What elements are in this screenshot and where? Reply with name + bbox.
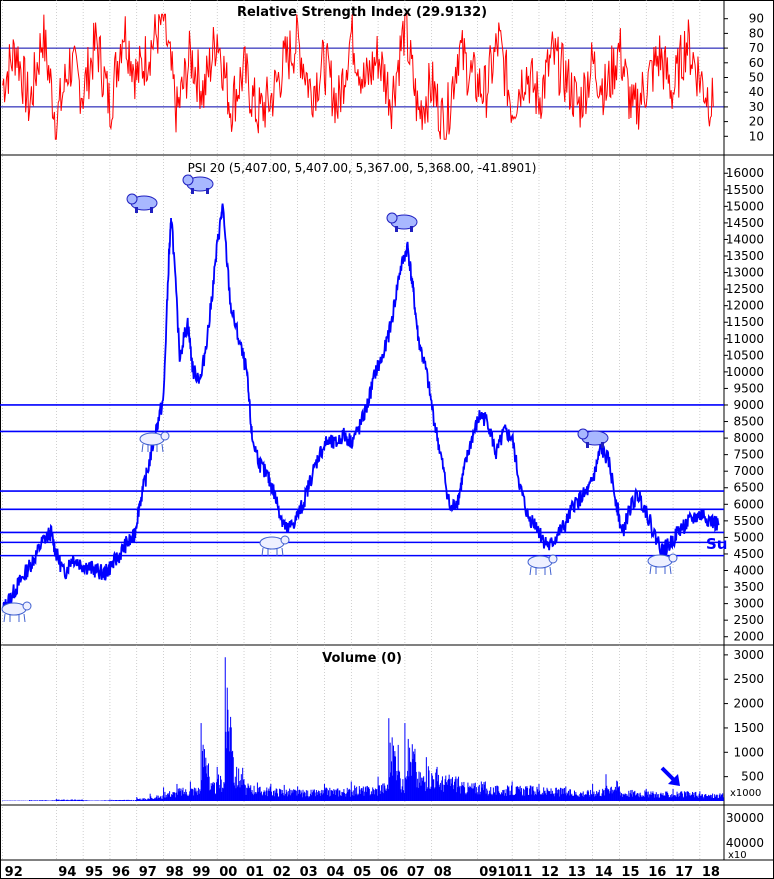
x-tick-label: 16 xyxy=(648,865,666,879)
price-tick-label: 5000 xyxy=(733,530,764,544)
bear-icon xyxy=(577,428,609,448)
price-tick-label: 7000 xyxy=(733,464,764,478)
rsi-title: Relative Strength Index (29.9132) xyxy=(237,5,487,20)
price-tick-label: 3000 xyxy=(733,597,764,611)
volume-tick-label: 2000 xyxy=(733,697,764,711)
x-tick-label: 01 xyxy=(246,865,264,879)
x-tick-label: 92 xyxy=(5,865,23,879)
price-panel: 2000 2500 3000 3500 4000 4500 5000 5500 6000 6500… xyxy=(0,166,764,644)
bear-icon xyxy=(182,174,214,194)
x-tick-label: 06 xyxy=(380,865,398,879)
x-tick-label: 13 xyxy=(568,865,586,879)
volume-tick-label: 2500 xyxy=(733,672,764,686)
annotation-icons xyxy=(1,174,680,786)
x-tick-label: 14 xyxy=(595,865,613,879)
grid-lines xyxy=(2,0,701,860)
price-tick-label: 5500 xyxy=(733,514,764,528)
price-tick-label: 8000 xyxy=(733,431,764,445)
price-tick-label: 6000 xyxy=(733,497,764,511)
rsi-tick-label: 70 xyxy=(749,41,764,55)
volume-lower-tick-1: 30000 xyxy=(726,811,764,825)
support-annotation: Su xyxy=(706,535,727,553)
price-tick-label: 9000 xyxy=(733,398,764,412)
x-tick-label: 98 xyxy=(166,865,184,879)
rsi-tick-label: 90 xyxy=(749,12,764,26)
rsi-series-line xyxy=(2,13,714,140)
price-tick-label: 16000 xyxy=(726,166,764,180)
rsi-tick-label: 40 xyxy=(749,85,764,99)
x-tick-label: 08 xyxy=(434,865,452,879)
rsi-tick-label: 50 xyxy=(749,71,764,85)
x-tick-label: 99 xyxy=(192,865,210,879)
volume-lower-tick-2: 40000 xyxy=(726,836,764,850)
price-tick-label: 9500 xyxy=(733,381,764,395)
price-tick-label: 8500 xyxy=(733,415,764,429)
down-right-arrow-icon xyxy=(660,766,680,786)
price-tick-label: 15500 xyxy=(726,183,764,197)
bull-icon xyxy=(527,554,558,576)
rsi-tick-label: 30 xyxy=(749,100,764,114)
x-tick-label: 0910 xyxy=(479,865,515,879)
volume-unit-label: x1000 xyxy=(730,788,761,799)
volume-tick-label: 3000 xyxy=(733,648,764,662)
price-tick-label: 13000 xyxy=(726,266,764,280)
x-tick-label: 97 xyxy=(139,865,157,879)
price-tick-label: 11500 xyxy=(726,315,764,329)
x-tick-label: 12 xyxy=(541,865,559,879)
price-tick-label: 4000 xyxy=(733,564,764,578)
rsi-tick-label: 10 xyxy=(749,129,764,143)
price-series-line xyxy=(1,203,720,613)
bull-icon xyxy=(259,535,290,557)
rsi-tick-label: 60 xyxy=(749,56,764,70)
x-tick-label: 18 xyxy=(702,865,720,879)
bull-icon xyxy=(139,431,170,453)
price-tick-label: 12000 xyxy=(726,299,764,313)
x-tick-label: 11 xyxy=(514,865,532,879)
bear-icon xyxy=(126,193,158,213)
price-tick-label: 2000 xyxy=(733,630,764,644)
volume-panel: 500 1000 1500 2000 2500 3000 xyxy=(2,648,764,801)
price-tick-label: 12500 xyxy=(726,282,764,296)
price-tick-label: 10500 xyxy=(726,348,764,362)
price-tick-label: 2500 xyxy=(733,613,764,627)
x-tick-label: 96 xyxy=(112,865,130,879)
x-tick-label: 07 xyxy=(407,865,425,879)
price-tick-label: 4500 xyxy=(733,547,764,561)
volume-lower-unit-label: x10 xyxy=(728,850,747,861)
x-tick-label: 03 xyxy=(300,865,318,879)
rsi-tick-label: 80 xyxy=(749,26,764,40)
x-tick-label: 05 xyxy=(353,865,371,879)
price-tick-label: 15000 xyxy=(726,199,764,213)
price-tick-label: 6500 xyxy=(733,481,764,495)
price-tick-label: 11000 xyxy=(726,332,764,346)
x-tick-label: 15 xyxy=(621,865,639,879)
price-title: PSI 20 (5,407.00, 5,407.00, 5,367.00, 5,… xyxy=(188,161,537,175)
x-tick-label: 00 xyxy=(219,865,237,879)
volume-tick-label: 500 xyxy=(741,770,764,784)
bull-icon xyxy=(647,553,678,575)
x-tick-label: 95 xyxy=(85,865,103,879)
volume-title: Volume (0) xyxy=(322,651,402,666)
x-tick-label: 02 xyxy=(273,865,291,879)
price-tick-label: 14000 xyxy=(726,232,764,246)
bear-icon xyxy=(386,212,418,232)
price-tick-label: 10000 xyxy=(726,365,764,379)
price-tick-label: 14500 xyxy=(726,216,764,230)
volume-tick-label: 1000 xyxy=(733,745,764,759)
price-tick-label: 3500 xyxy=(733,580,764,594)
bull-icon xyxy=(1,601,32,623)
price-tick-label: 7500 xyxy=(733,448,764,462)
x-tick-label: 94 xyxy=(58,865,76,879)
rsi-tick-label: 20 xyxy=(749,115,764,129)
x-tick-label: 17 xyxy=(675,865,693,879)
volume-tick-label: 1500 xyxy=(733,721,764,735)
x-tick-label: 04 xyxy=(326,865,344,879)
price-tick-label: 13500 xyxy=(726,249,764,263)
